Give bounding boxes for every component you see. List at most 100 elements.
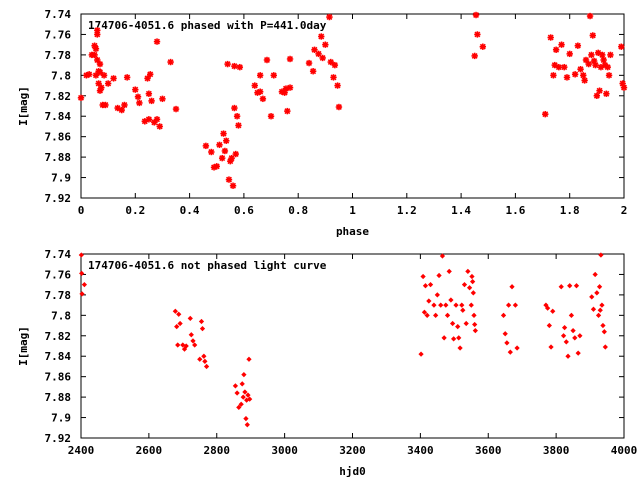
data-point [585,60,592,68]
data-point [581,77,588,84]
data-point [192,342,198,348]
data-point [449,320,456,327]
data-point [187,315,193,322]
data-point [315,50,322,58]
data-point [197,356,203,362]
data-point [78,252,84,258]
phased-panel: 7.74 7.76 7.78 7.8 7.82 7.84 7.86 7.88 7.9 7.92 0 0… [17,8,627,238]
data-point [242,389,248,395]
y-tick-label: 7.82 [45,330,72,343]
data-point [426,298,432,304]
data-point [595,312,602,318]
data-point [597,307,603,313]
data-point [334,82,341,89]
x-tick-label: 1.8 [560,204,580,217]
data-point [568,312,575,318]
data-point [451,336,457,342]
data-point [574,42,582,49]
data-point [418,351,424,357]
data-point [183,343,189,349]
data-point [220,130,227,137]
data-point [604,63,611,71]
data-point [580,72,587,79]
data-point [91,51,98,59]
data-point [238,401,244,407]
data-point [147,71,154,78]
data-point [190,338,196,344]
data-point [603,90,610,97]
data-point [228,154,235,162]
data-point [457,345,463,351]
data-point [438,302,444,308]
data-point [589,32,596,39]
data-point [77,94,85,102]
data-point [145,116,153,123]
data-point [444,312,451,318]
data-point [439,253,446,259]
y-tick-label: 7.9 [51,412,71,425]
y-tick-label: 7.84 [45,350,72,363]
data-point [589,294,595,300]
data-point [102,101,109,109]
data-point [322,41,329,48]
data-point [570,328,576,334]
data-point [233,113,241,120]
data-point [599,302,605,308]
data-point [167,58,174,66]
data-point [552,46,560,53]
data-point [79,270,85,277]
data-point [563,74,571,81]
data-point [92,45,100,52]
data-point [229,182,237,189]
y-tick-label: 7.86 [45,131,72,144]
data-point [545,305,551,311]
data-point [305,59,313,67]
data-point [201,353,207,359]
data-point [441,335,447,341]
data-point [504,340,510,346]
data-point [593,92,601,99]
data-point [461,282,468,288]
y-tick-label: 7.82 [45,90,72,103]
data-point [433,312,439,318]
data-point [600,322,606,329]
data-point [471,312,477,318]
data-point [620,84,628,91]
data-point [588,51,595,59]
data-point [427,282,434,288]
data-point [331,61,339,69]
data-point [575,350,581,356]
x-tick-label: 0.8 [288,204,308,217]
x-tick-label: 0.4 [180,204,200,217]
data-point [236,63,244,71]
x-tick-label: 0.6 [234,204,254,217]
x-tick-label: 1.2 [397,204,417,217]
x-tick-label: 2600 [136,444,163,457]
x-tick-label: 1.4 [451,204,471,217]
data-point [232,383,239,389]
data-point [104,80,112,87]
y-tick-label: 7.74 [45,248,72,261]
data-point [263,56,271,64]
data-point [560,333,567,339]
data-point [172,308,178,314]
data-point [223,137,230,144]
y-tick-label: 7.8 [51,69,71,82]
data-point [123,74,131,81]
data-point [420,273,426,280]
y-tick-label: 7.88 [45,391,72,404]
data-point [555,63,563,71]
data-point [136,99,143,107]
data-point [456,335,462,341]
data-point [311,46,318,53]
data-point [145,90,153,97]
data-point [596,87,603,94]
data-point [335,103,343,111]
data-point [571,71,579,78]
data-point [561,324,568,331]
data-point [176,311,182,317]
data-point [471,52,478,60]
data-point [474,31,481,38]
data-point [448,297,454,303]
data-point [202,142,210,150]
